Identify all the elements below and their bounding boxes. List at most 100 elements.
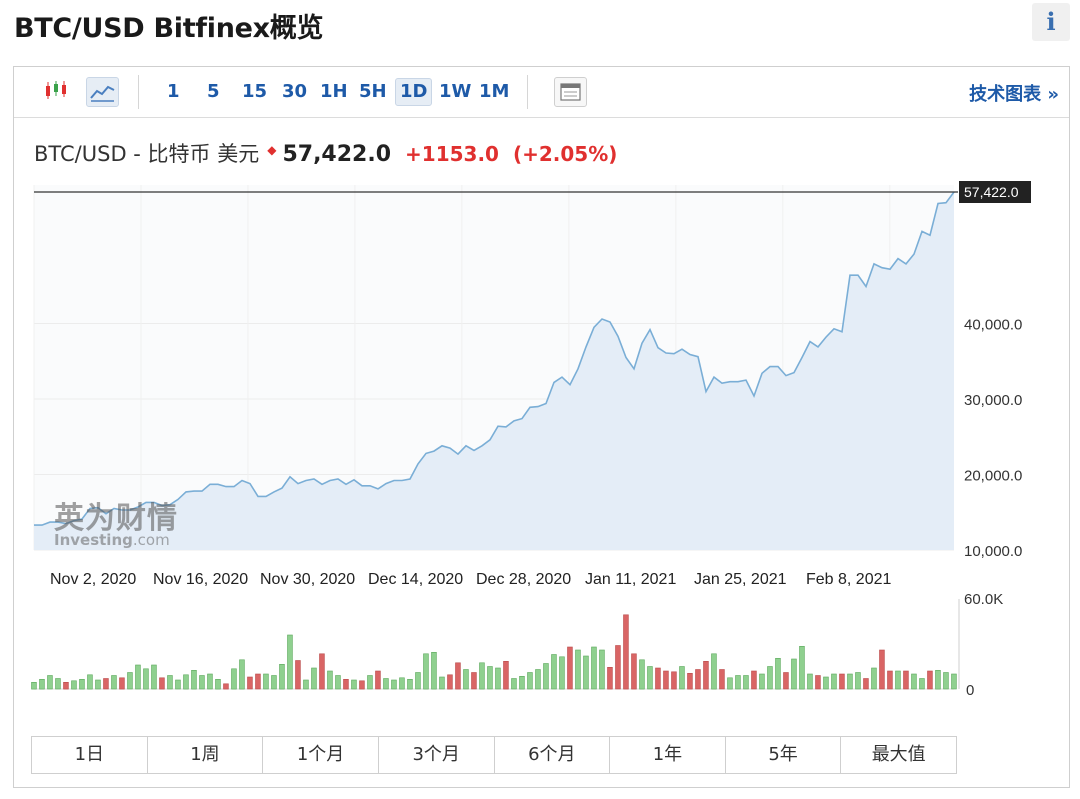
chart-card: 1 5 15 30 1H 5H 1D 1W 1M 技术图表 » BTC/USD … <box>13 66 1070 788</box>
volume-bar <box>119 677 125 690</box>
line-chart-icon[interactable] <box>86 77 119 107</box>
volume-bar <box>535 669 541 690</box>
interval-1m-button[interactable]: 1M <box>479 81 510 102</box>
volume-bar <box>647 666 653 690</box>
volume-bar <box>343 678 349 690</box>
x-tick-label: Feb 8, 2021 <box>806 571 892 588</box>
volume-tick-label: 60.0K <box>964 591 1003 608</box>
volume-bar <box>823 676 829 690</box>
volume-bar <box>687 672 693 690</box>
x-tick-label: Nov 30, 2020 <box>260 571 355 588</box>
volume-bar <box>175 679 181 690</box>
interval-1d-button[interactable]: 1D <box>395 78 433 106</box>
volume-bar <box>591 646 597 690</box>
volume-bar <box>575 649 581 690</box>
data-table-icon[interactable] <box>554 77 587 107</box>
volume-bar <box>743 675 749 690</box>
range-6m-button[interactable]: 6个月 <box>495 737 611 773</box>
candlestick-chart-icon[interactable] <box>40 77 73 107</box>
volume-bar <box>831 673 837 690</box>
volume-bar <box>455 662 461 690</box>
x-tick-label: Jan 11, 2021 <box>585 571 676 588</box>
volume-bar <box>407 678 413 690</box>
volume-bar <box>711 653 717 690</box>
range-1w-button[interactable]: 1周 <box>148 737 264 773</box>
volume-bar <box>87 674 93 690</box>
range-1d-button[interactable]: 1日 <box>32 737 148 773</box>
chart-toolbar: 1 5 15 30 1H 5H 1D 1W 1M 技术图表 » <box>14 67 1069 118</box>
volume-bar <box>239 659 245 690</box>
volume-bar <box>215 678 221 690</box>
volume-bar <box>615 645 621 690</box>
info-icon[interactable]: i <box>1032 3 1070 41</box>
volume-bar <box>415 672 421 690</box>
interval-1-button[interactable]: 1 <box>167 81 180 102</box>
interval-1w-button[interactable]: 1W <box>439 81 472 102</box>
volume-bar <box>943 672 949 690</box>
range-1m-button[interactable]: 1个月 <box>263 737 379 773</box>
volume-bar <box>847 673 853 690</box>
volume-bar <box>927 670 933 690</box>
volume-bar <box>143 668 149 690</box>
volume-bar <box>855 672 861 690</box>
volume-bar <box>935 669 941 690</box>
volume-bar <box>567 646 573 690</box>
up-arrow-icon: ◆ <box>267 143 277 157</box>
volume-bar <box>335 675 341 690</box>
volume-bar <box>271 675 277 690</box>
volume-bar <box>719 669 725 690</box>
quote-line: BTC/USD - 比特币 美元 ◆ 57,422.0 +1153.0 (+2.05%) <box>34 139 631 169</box>
volume-bar <box>919 678 925 690</box>
volume-bar <box>791 658 797 690</box>
volume-bar <box>951 673 957 690</box>
volume-bar <box>439 676 445 690</box>
interval-5-button[interactable]: 5 <box>207 81 220 102</box>
volume-bar <box>783 672 789 690</box>
volume-bar <box>279 663 285 690</box>
volume-bar <box>559 656 565 690</box>
volume-bar <box>191 669 197 690</box>
last-price-tag-label: 57,422.0 <box>964 184 1019 200</box>
volume-bar <box>599 649 605 690</box>
volume-bar <box>255 673 261 690</box>
price-volume-chart[interactable]: 10,000.0 20,000.0 30,000.0 40,000.0 Nov 2, … <box>14 67 1069 737</box>
volume-bar <box>479 662 485 690</box>
interval-30-button[interactable]: 30 <box>282 81 308 102</box>
volume-bar <box>527 672 533 690</box>
volume-bar <box>375 670 381 690</box>
interval-5h-button[interactable]: 5H <box>359 81 387 102</box>
volume-bar <box>263 673 269 690</box>
volume-bar <box>871 667 877 690</box>
y-tick-label: 40,000.0 <box>964 317 1022 334</box>
volume-bar <box>151 664 157 690</box>
volume-bar <box>583 655 589 690</box>
volume-bar <box>47 675 53 690</box>
volume-bar <box>327 670 333 690</box>
price-change: +1153.0 <box>405 142 499 166</box>
volume-bar <box>63 681 69 690</box>
volume-bar <box>519 675 525 690</box>
range-max-button[interactable]: 最大值 <box>871 744 926 765</box>
volume-bar <box>199 675 205 690</box>
volume-bar <box>607 666 613 690</box>
range-5y-button[interactable]: 5年 <box>726 737 842 773</box>
interval-1h-button[interactable]: 1H <box>320 81 348 102</box>
volume-bar <box>431 651 437 690</box>
volume-bar <box>903 670 909 690</box>
volume-bar <box>303 679 309 690</box>
toolbar-divider <box>527 75 528 109</box>
interval-15-button[interactable]: 15 <box>242 81 268 102</box>
volume-bar <box>71 680 77 690</box>
range-1y-button[interactable]: 1年 <box>610 737 726 773</box>
range-3m-button[interactable]: 3个月 <box>379 737 495 773</box>
volume-bar <box>679 666 685 690</box>
volume-bar <box>39 678 45 690</box>
volume-bar <box>319 653 325 690</box>
x-tick-label: Nov 2, 2020 <box>50 571 136 588</box>
volume-bar <box>503 660 509 690</box>
volume-bar <box>127 672 133 690</box>
volume-bar <box>391 679 397 690</box>
volume-bar <box>95 679 101 690</box>
technical-chart-link[interactable]: 技术图表 » <box>969 84 1059 105</box>
volume-bar <box>767 666 773 690</box>
